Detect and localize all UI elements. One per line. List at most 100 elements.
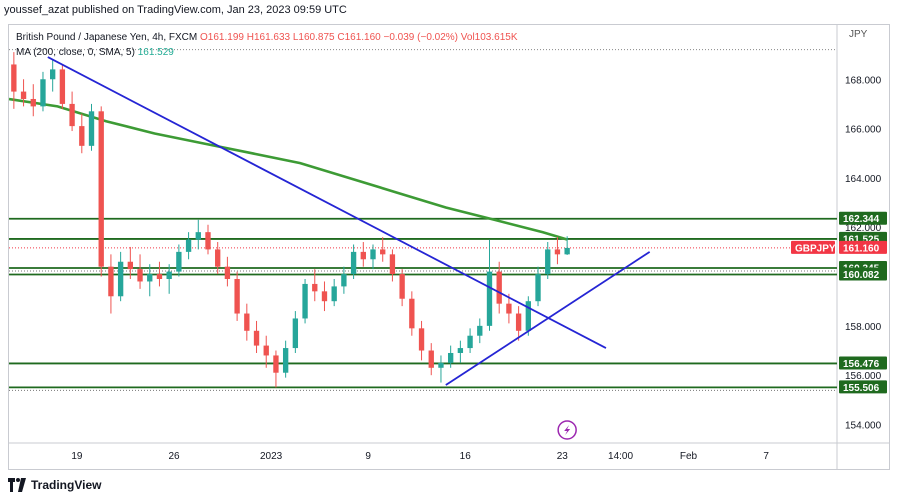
candle-body <box>282 348 289 373</box>
x-tick-label: 9 <box>365 451 371 462</box>
candle-body <box>166 271 172 280</box>
y-tick-label: 168.000 <box>845 75 882 86</box>
x-tick-label: 2023 <box>260 451 283 462</box>
x-tick-label: 7 <box>763 451 769 462</box>
candle-body <box>273 355 279 373</box>
ma-indicator-value: 161.529 <box>137 47 174 58</box>
ma-200-line <box>9 97 568 241</box>
x-tick-label: 26 <box>168 451 180 462</box>
y-tick-label: 162.000 <box>845 223 882 234</box>
currency-label: JPY <box>849 29 868 40</box>
x-tick-label: 16 <box>460 451 472 462</box>
level-price-label: 160.082 <box>843 270 880 281</box>
level-price-label: 162.344 <box>843 214 880 225</box>
candle-body <box>176 251 182 272</box>
candle-body <box>224 266 231 280</box>
candle-body <box>205 232 211 250</box>
level-price-tag <box>839 211 887 225</box>
symbol-title: British Pound / Japanese Yen, 4h, FXCM <box>16 32 198 43</box>
candle-body <box>215 249 221 267</box>
y-tick-label: 156.000 <box>845 371 882 382</box>
candle-body <box>438 362 444 368</box>
candle-body <box>312 283 318 292</box>
candle-body <box>156 274 163 280</box>
candle-body <box>234 279 240 314</box>
footer-brand-label: TradingView <box>31 478 102 492</box>
candle-body <box>525 301 531 331</box>
symbol-tag-label: GBPJPY <box>795 243 836 254</box>
candle-body <box>147 274 153 282</box>
chart-legend: British Pound / Japanese Yen, 4h, FXCM O… <box>16 30 518 60</box>
lightning-icon <box>564 425 571 435</box>
candle-body <box>370 249 376 260</box>
level-price-tag <box>839 380 887 394</box>
candle-body <box>477 325 483 336</box>
candle-body <box>418 328 425 351</box>
candle-body <box>467 335 473 349</box>
candle-body <box>108 266 114 297</box>
candle-body <box>506 303 512 314</box>
tradingview-logo-icon <box>8 478 26 492</box>
candle-body <box>195 232 201 240</box>
y-tick-label: 164.000 <box>845 174 882 185</box>
candle-body <box>515 313 522 331</box>
candle-body <box>11 64 17 92</box>
level-price-tag <box>839 267 887 281</box>
y-tick-label: 166.000 <box>845 125 882 136</box>
level-price-tag <box>839 356 887 370</box>
candle-body <box>496 271 502 304</box>
price-chart[interactable]: JPY154.000156.000158.000160.000162.00016… <box>9 25 889 469</box>
candle-body <box>360 251 366 260</box>
x-tick-label: 14:00 <box>608 451 633 462</box>
candle-body <box>59 69 66 104</box>
last-price-tag <box>839 240 887 254</box>
candle-body <box>79 126 85 146</box>
candle-body <box>447 352 454 363</box>
candle-body <box>457 348 464 353</box>
candle-body <box>535 274 541 302</box>
y-tick-label: 154.000 <box>845 421 882 432</box>
x-tick-label: Feb <box>680 451 698 462</box>
trendline <box>445 251 651 386</box>
x-tick-label: 23 <box>557 451 569 462</box>
candle-body <box>409 298 415 329</box>
ma-indicator-title[interactable]: MA (200, close, 0, SMA, 5) <box>16 47 135 58</box>
y-tick-label: 158.000 <box>845 322 882 333</box>
last-price-label: 161.160 <box>843 243 880 254</box>
candle-body <box>127 261 134 270</box>
candle-body <box>69 103 75 127</box>
candle-body <box>98 111 104 267</box>
candle-body <box>399 274 405 299</box>
candle-body <box>302 283 308 319</box>
candle-body <box>331 286 337 302</box>
candle-body <box>244 313 250 331</box>
level-price-label: 156.476 <box>843 359 880 370</box>
candle-body <box>20 91 27 99</box>
candle-body <box>341 274 347 287</box>
candle-body <box>263 345 269 356</box>
ohlc-values: O161.199 H161.633 L160.875 C161.160 −0.0… <box>200 32 518 43</box>
trendline <box>47 56 607 349</box>
candle-body <box>486 271 493 326</box>
candle-body <box>185 239 192 252</box>
x-tick-label: 19 <box>71 451 83 462</box>
candle-body <box>380 249 386 255</box>
publisher-credit: youssef_azat published on TradingView.co… <box>4 4 347 16</box>
candle-body <box>117 261 124 297</box>
candle-body <box>350 251 357 275</box>
candle-body <box>292 318 299 349</box>
candle-body <box>554 249 561 255</box>
candle-body <box>253 330 260 346</box>
candle-body <box>428 350 434 368</box>
symbol-tag <box>791 240 835 254</box>
candle-body <box>88 111 95 146</box>
candle-body <box>40 79 46 107</box>
candle-body <box>564 247 570 255</box>
candle-body <box>50 69 56 80</box>
footer-brand[interactable]: TradingView <box>8 473 101 497</box>
level-price-label: 155.506 <box>843 383 880 394</box>
chart-frame[interactable]: JPY154.000156.000158.000160.000162.00016… <box>8 24 890 470</box>
candle-body <box>389 254 396 275</box>
level-price-label: 161.525 <box>843 234 880 245</box>
candle-body <box>30 98 36 107</box>
